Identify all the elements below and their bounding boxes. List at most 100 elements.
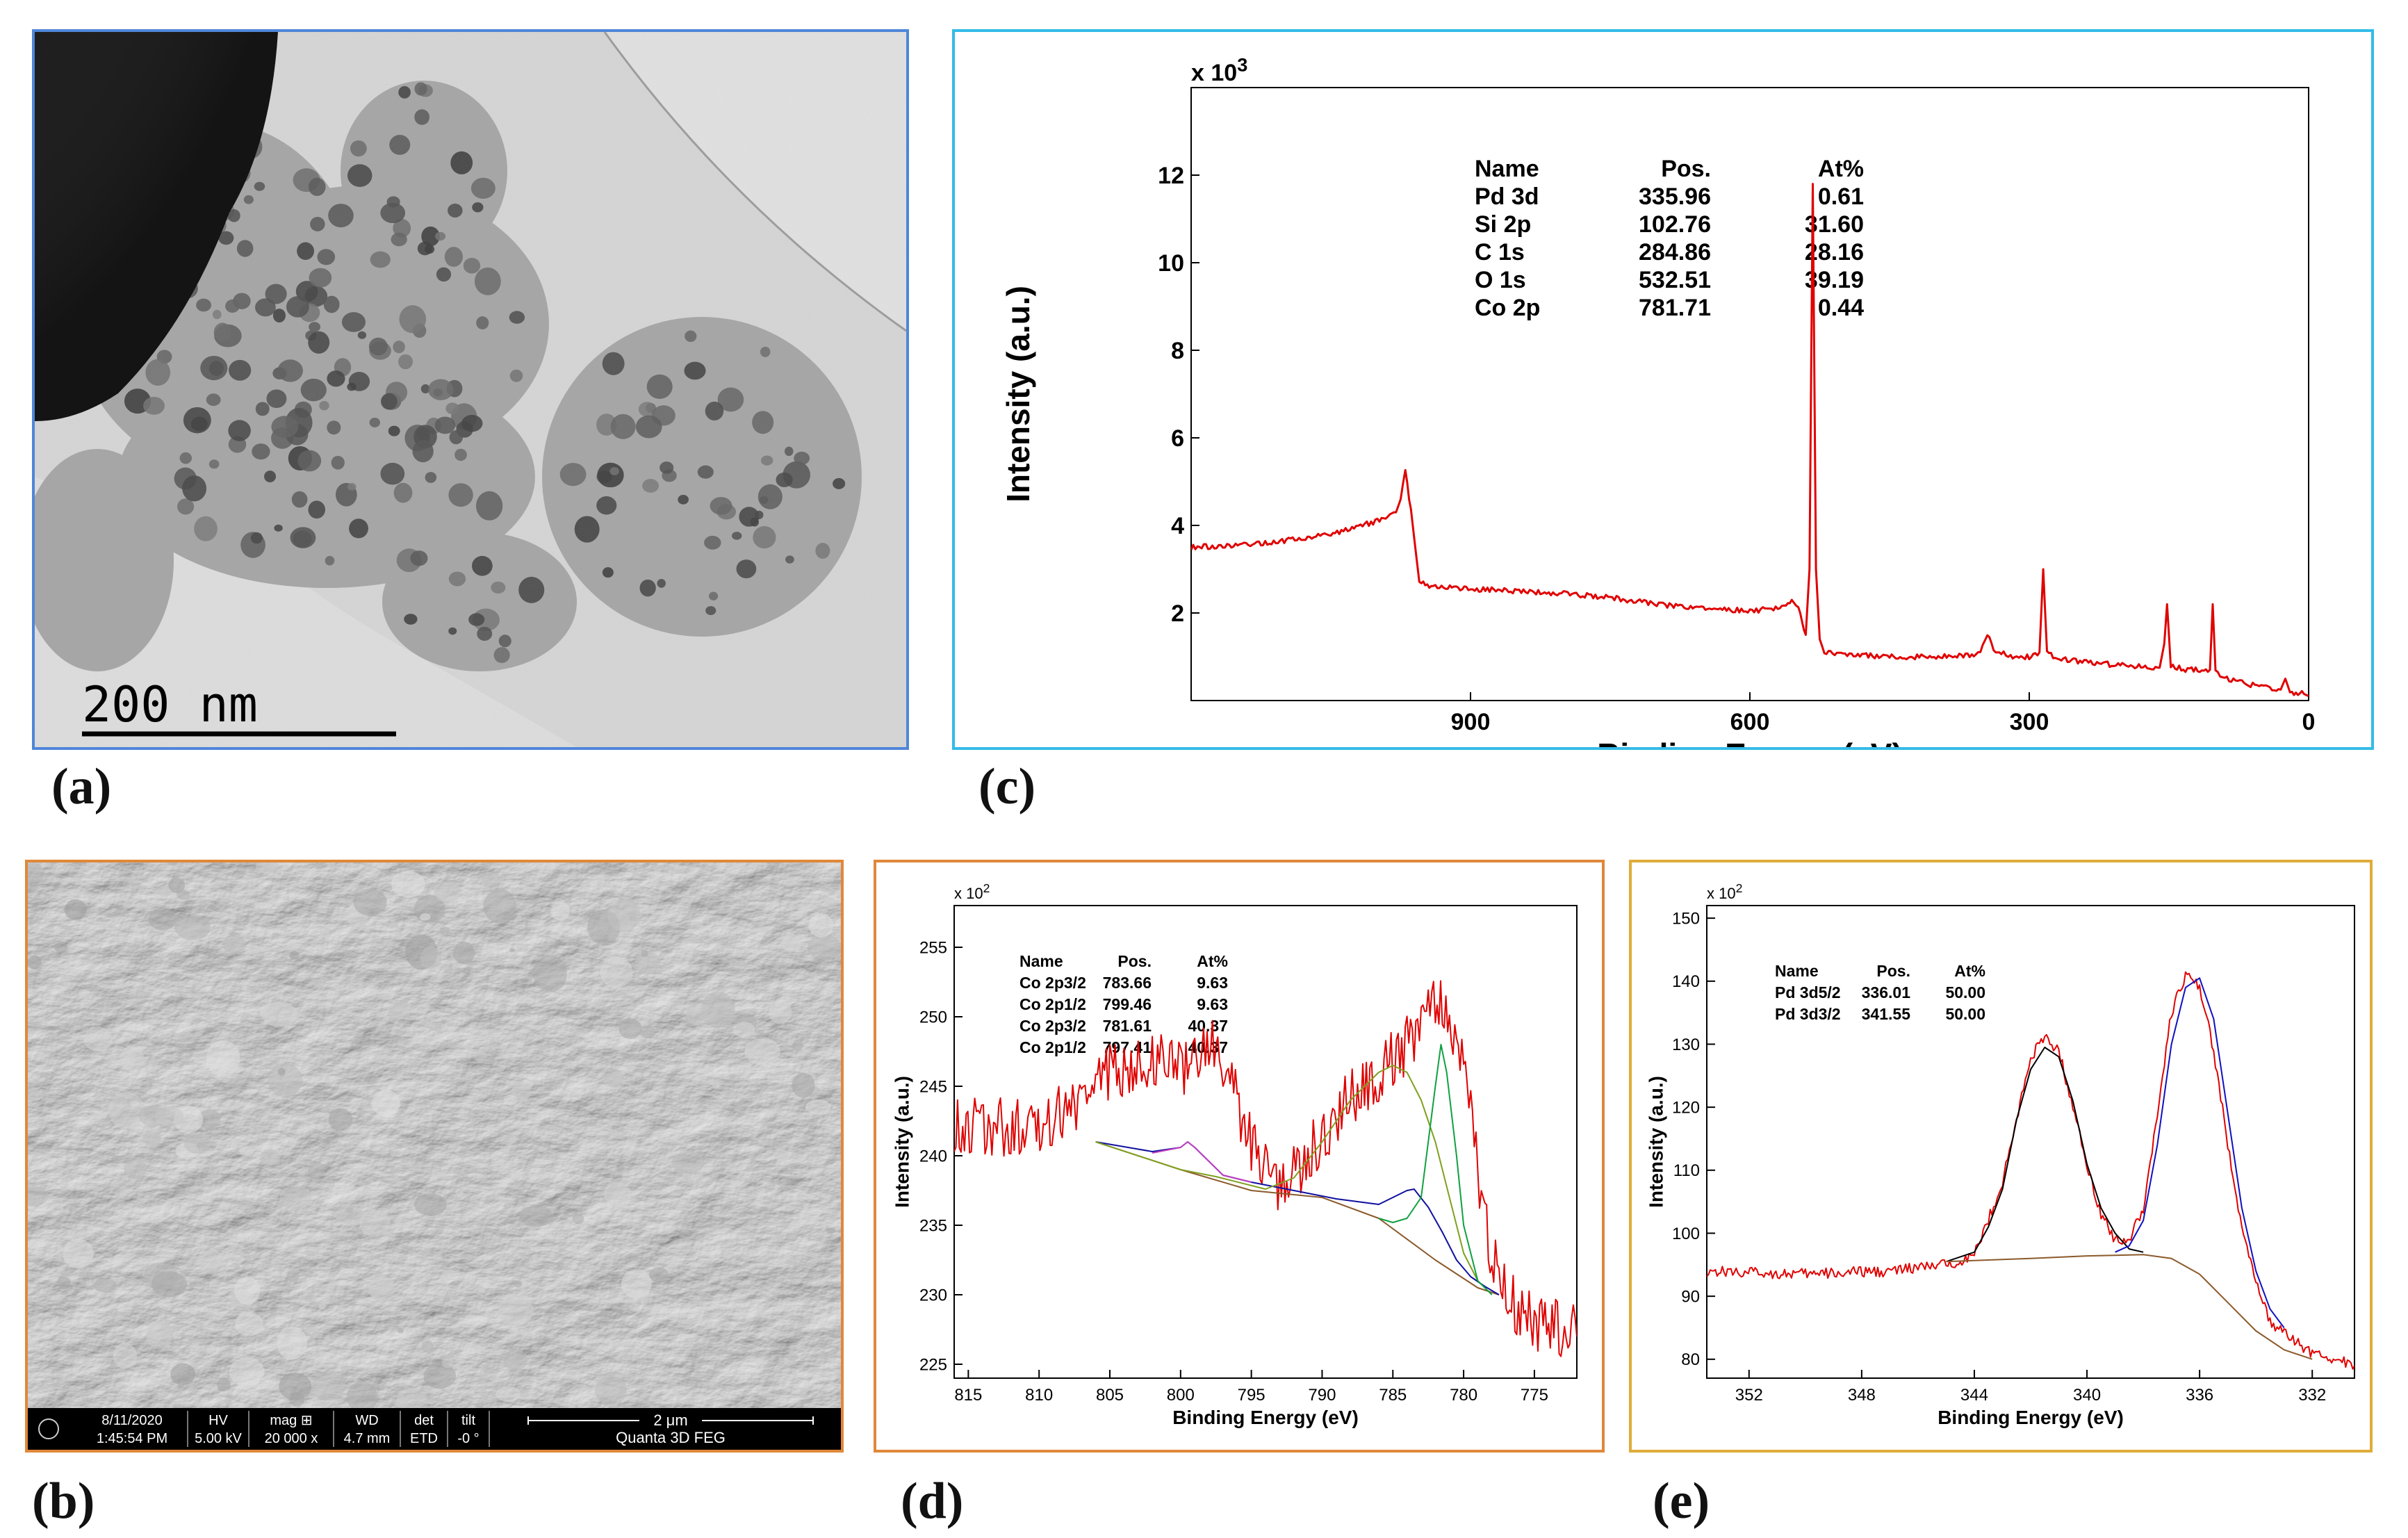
table-cell: Si 2p [1475,211,1531,238]
sem-time: 1:45:54 PM [97,1431,167,1446]
x-axis-label: Binding Energy (eV) [1938,1407,2124,1428]
panel-label-c: (c) [978,758,1036,815]
x-tick-label: 775 [1521,1386,1548,1405]
x-tick-label: 805 [1096,1386,1124,1405]
sem-tilt-value: -0 ° [457,1431,479,1446]
sem-date: 8/11/2020 [101,1413,163,1428]
y-tick-label: 240 [919,1147,947,1165]
sem-instrument: Quanta 3D FEG [616,1429,726,1446]
y-tick-label: 140 [1672,972,1700,991]
tem-panel: 200 nm [32,29,909,750]
y-axis-label: Intensity (a.u.) [1645,1076,1666,1208]
xps-co2p-panel: 815 810 805 800 795 790 785 780 775 225 230 235 240 2… [874,860,1605,1453]
sem-det-label: det [414,1413,434,1428]
plot-frame [953,905,1578,1379]
x-tick-label: 790 [1308,1386,1336,1405]
axis-multiplier: x 102 [1707,881,1742,902]
y-tick-label: 150 [1672,910,1700,928]
x-tick-label: 800 [1167,1386,1195,1405]
table-cell: 0.61 [1818,183,1864,210]
y-tick-label: 6 [1171,425,1184,452]
table-cell: 799.46 [1103,995,1152,1013]
y-tick-label: 130 [1672,1036,1700,1054]
table-header-cell: At% [1197,952,1228,970]
x-tick-label: 810 [1025,1386,1053,1405]
y-tick-label: 100 [1672,1225,1700,1243]
table-header-cell: At% [1954,962,1985,980]
x-tick-label: 0 [2302,709,2316,735]
series-line [1095,1141,1500,1295]
panel-label-b: (b) [32,1473,95,1530]
x-axis-label: Binding Energy (eV) [1172,1407,1359,1428]
panel-label-e: (e) [1653,1473,1710,1530]
sem-micrograph-image [28,862,841,1408]
series-line [1191,183,2309,698]
y-tick-label: 12 [1158,163,1184,189]
table-cell: 102.76 [1639,211,1711,238]
table-cell: Pd 3d [1475,183,1539,210]
xps-pd3d-panel: 352 348 344 340 336 332 80 90 100 110 120 130 140 150… [1629,860,2373,1453]
table-cell: Co 2p1/2 [1019,995,1086,1013]
x-tick-label: 795 [1238,1386,1266,1405]
x-tick-label: 352 [1735,1386,1763,1405]
table-cell: 50.00 [1945,983,1985,1001]
table-cell: 783.66 [1103,974,1152,992]
table-cell: Co 2p1/2 [1019,1038,1086,1056]
table-cell: 781.61 [1103,1017,1152,1035]
table-cell: 336.01 [1862,983,1911,1001]
table-cell: 284.86 [1639,239,1711,265]
table-cell: Pd 3d3/2 [1775,1005,1841,1023]
table-cell: Co 2p3/2 [1019,974,1086,992]
sem-mag-value: 20 000 x [265,1431,318,1446]
table-cell: 0.44 [1818,295,1864,321]
x-tick-label: 815 [954,1386,982,1405]
y-tick-label: 2 [1171,600,1184,627]
fei-logo-icon [38,1418,59,1439]
table-cell: 50.00 [1945,1005,1985,1023]
table-cell: 9.63 [1197,995,1228,1013]
table-cell: 28.16 [1805,239,1864,265]
table-header-cell: Pos. [1876,962,1910,980]
table-cell: 40.37 [1188,1017,1228,1035]
sem-wd-label: WD [355,1413,378,1428]
y-tick-label: 230 [919,1286,947,1304]
series-line [1152,1141,1252,1183]
xps-pd3d-chart: 352 348 344 340 336 332 80 90 100 110 120 130 140 150… [1645,881,2355,1428]
y-tick-label: 120 [1672,1099,1700,1118]
sem-scale-label: 2 μm [653,1412,687,1429]
sem-wd-value: 4.7 mm [344,1431,391,1446]
y-tick-label: 225 [919,1355,947,1374]
series-line [1378,1044,1493,1295]
series-line [2115,977,2285,1329]
y-tick-label: 4 [1171,513,1184,539]
sem-mag-label: mag ⊞ [270,1413,312,1428]
x-tick-label: 340 [2073,1386,2101,1405]
table-cell: Pd 3d5/2 [1775,983,1841,1001]
x-tick-label: 332 [2298,1386,2326,1405]
series-line [954,980,1577,1357]
table-cell: Co 2p3/2 [1019,1017,1086,1035]
table-cell: 9.63 [1197,974,1228,992]
y-tick-label: 250 [919,1008,947,1026]
table-cell: O 1s [1475,267,1526,293]
table-header-cell: Name [1475,156,1539,182]
sem-hv-value: 5.00 kV [195,1431,242,1446]
table-cell: C 1s [1475,239,1525,265]
table-cell: Co 2p [1475,295,1540,321]
x-tick-label: 785 [1379,1386,1407,1405]
y-axis-label: Intensity (a.u.) [1000,286,1036,502]
table-header-cell: Name [1775,962,1819,980]
sem-panel: 8/11/2020 1:45:54 PM HV 5.00 kV mag ⊞ 20… [25,860,844,1453]
series-line [1707,971,2354,1370]
scale-bar-label: 200 nm [82,676,258,733]
panel-label-d: (d) [901,1473,964,1530]
series-line [1095,1141,1500,1295]
sem-info-bar: 8/11/2020 1:45:54 PM HV 5.00 kV mag ⊞ 20… [28,1408,841,1450]
table-cell: 341.55 [1862,1005,1911,1023]
plot-frame [1706,905,2355,1379]
table-header-cell: Pos. [1661,156,1711,182]
x-tick-label: 600 [1730,709,1770,735]
series-line [1946,1047,2144,1263]
y-tick-label: 90 [1681,1288,1700,1307]
x-axis-label: Binding Energy (eV) [1597,737,1903,747]
